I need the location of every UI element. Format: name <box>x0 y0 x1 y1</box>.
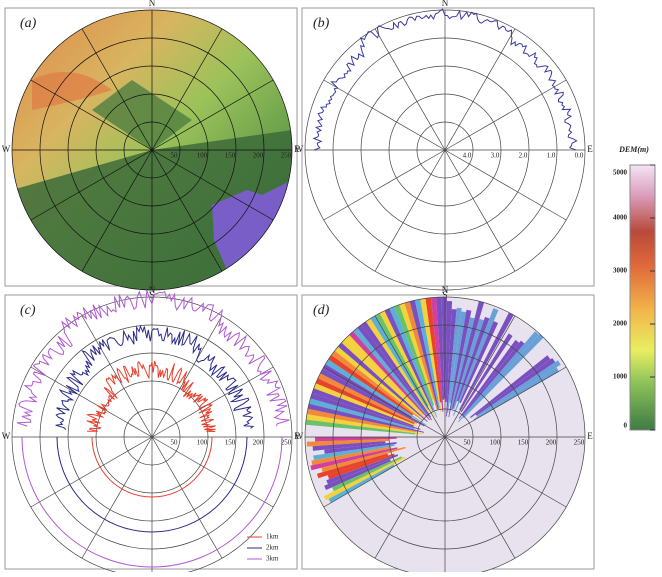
ring-label: 50 <box>171 439 179 447</box>
azimuth-line <box>445 29 515 150</box>
azimuth-line <box>375 29 445 150</box>
ring-label: 150 <box>518 439 529 447</box>
ring-label: 2.0 <box>519 152 528 160</box>
colorbar-bar <box>630 165 655 430</box>
azimuth-line <box>82 437 152 558</box>
azimuth-line <box>82 316 152 437</box>
direction-label: W <box>295 431 304 441</box>
ring-label: 250 <box>281 152 292 160</box>
ring-label: 200 <box>253 152 264 160</box>
colorbar: DEM(m) 0 1000 2000 3000 4000 5000 <box>613 145 655 430</box>
figure: 50100150200250NSEW(a) 4.03.02.01.00.0NSE… <box>0 0 662 572</box>
azimuth-line <box>324 80 445 150</box>
profile-line <box>17 290 289 426</box>
ring-label: 250 <box>574 439 585 447</box>
profile-line <box>87 361 216 432</box>
azimuth-line <box>152 437 222 558</box>
direction-label: N <box>442 285 449 295</box>
azimuth-line <box>152 316 222 437</box>
profile-line <box>56 326 254 429</box>
ring-label: 100 <box>490 439 501 447</box>
legend-label: 1km <box>266 533 279 541</box>
ring-label: 200 <box>546 439 557 447</box>
colorbar-title: DEM(m) <box>618 145 649 154</box>
azimuth-line <box>31 437 152 507</box>
panel-label: (a) <box>20 16 37 31</box>
ring-label: 100 <box>197 152 208 160</box>
colorbar-tick-label: 5000 <box>613 169 628 177</box>
azimuth-line <box>445 150 515 271</box>
legend-label: 3km <box>266 555 279 563</box>
azimuth-line <box>375 150 445 271</box>
ring-label: 200 <box>253 439 264 447</box>
direction-label: W <box>295 144 304 154</box>
direction-label: N <box>149 0 156 8</box>
azimuth-line <box>445 80 566 150</box>
ring-label: 0.0 <box>575 152 584 160</box>
direction-label: E <box>587 144 593 154</box>
direction-label: E <box>587 431 593 441</box>
azimuth-line <box>31 367 152 437</box>
colorbar-tick-label: 4000 <box>613 214 628 222</box>
ring-label: 50 <box>171 152 179 160</box>
ring-label: 50 <box>464 439 472 447</box>
direction-label: W <box>2 144 11 154</box>
azimuth-line <box>445 150 566 220</box>
colorbar-tick-label: 1000 <box>613 373 628 381</box>
azimuth-line <box>152 437 273 507</box>
ring-label: 4.0 <box>463 152 472 160</box>
panel-label: (b) <box>313 16 330 31</box>
colorbar-tick-label: 2000 <box>613 320 628 328</box>
ring-label: 1.0 <box>547 152 556 160</box>
legend-label: 2km <box>266 544 279 552</box>
direction-label: N <box>149 285 156 295</box>
ring-label: 100 <box>197 439 208 447</box>
direction-label: W <box>2 431 11 441</box>
panel-label: (d) <box>313 303 330 318</box>
azimuth-line <box>324 150 445 220</box>
ring-label: 150 <box>225 439 236 447</box>
direction-label: N <box>442 0 449 8</box>
ring-label: 150 <box>225 152 236 160</box>
colorbar-tick-label: 3000 <box>613 267 628 275</box>
ring-label: 3.0 <box>491 152 500 160</box>
panel-label: (c) <box>20 303 36 318</box>
panel-frame <box>302 8 594 286</box>
colorbar-tick-label: 0 <box>624 422 628 430</box>
